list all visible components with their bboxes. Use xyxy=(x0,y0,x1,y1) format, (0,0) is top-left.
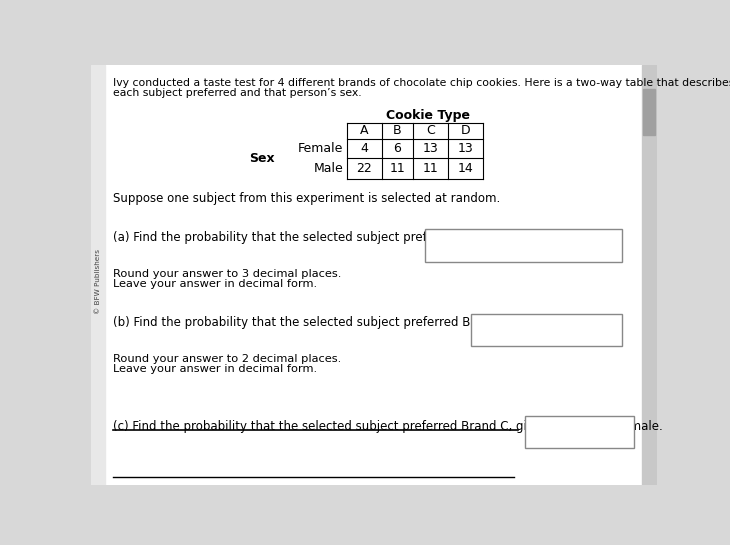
Text: 11: 11 xyxy=(423,162,438,175)
Text: (a) Find the probability that the selected subject preferred Brand C.: (a) Find the probability that the select… xyxy=(113,231,513,244)
Text: Round your answer to 2 decimal places.: Round your answer to 2 decimal places. xyxy=(113,354,341,364)
Bar xyxy=(526,416,634,448)
Text: 11: 11 xyxy=(390,162,405,175)
Text: Ivy conducted a taste test for 4 different brands of chocolate chip cookies. Her: Ivy conducted a taste test for 4 differe… xyxy=(113,78,730,88)
Text: C: C xyxy=(426,124,434,137)
Text: each subject preferred and that person’s sex.: each subject preferred and that person’s… xyxy=(113,88,361,99)
Text: Male: Male xyxy=(313,162,343,175)
Bar xyxy=(471,314,622,347)
Bar xyxy=(642,65,657,485)
Bar xyxy=(91,65,105,485)
Text: Female: Female xyxy=(298,142,343,155)
Bar xyxy=(643,88,656,135)
Bar xyxy=(425,229,622,262)
Text: 13: 13 xyxy=(457,142,473,155)
Text: 4: 4 xyxy=(361,142,369,155)
Text: B: B xyxy=(393,124,402,137)
Text: © BFW Publishers: © BFW Publishers xyxy=(95,249,101,313)
Text: D: D xyxy=(461,124,470,137)
Text: (b) Find the probability that the selected subject preferred Brand C or is femal: (b) Find the probability that the select… xyxy=(113,316,587,329)
Text: (c) Find the probability that the selected subject preferred Brand C, given that: (c) Find the probability that the select… xyxy=(113,420,663,433)
Text: 13: 13 xyxy=(423,142,438,155)
Text: Cookie Type: Cookie Type xyxy=(386,108,470,122)
Text: Suppose one subject from this experiment is selected at random.: Suppose one subject from this experiment… xyxy=(113,192,500,205)
Text: Sex: Sex xyxy=(249,153,274,166)
Text: Leave your answer in decimal form.: Leave your answer in decimal form. xyxy=(113,280,317,289)
Text: Leave your answer in decimal form.: Leave your answer in decimal form. xyxy=(113,364,317,374)
Text: 14: 14 xyxy=(457,162,473,175)
Text: A: A xyxy=(360,124,369,137)
Text: 6: 6 xyxy=(393,142,402,155)
Text: 22: 22 xyxy=(356,162,372,175)
Text: Round your answer to 3 decimal places.: Round your answer to 3 decimal places. xyxy=(113,269,342,280)
